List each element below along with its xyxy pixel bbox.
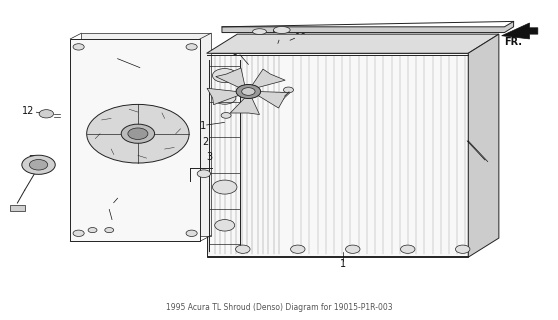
- Bar: [9, 205, 25, 211]
- Text: 10: 10: [295, 33, 307, 43]
- Circle shape: [213, 68, 237, 83]
- Text: 13: 13: [274, 92, 286, 102]
- Text: 7: 7: [28, 155, 35, 165]
- Text: FR.: FR.: [504, 37, 522, 47]
- Bar: [206, 53, 468, 257]
- Circle shape: [345, 245, 360, 253]
- Circle shape: [283, 87, 294, 93]
- Text: 8: 8: [104, 217, 110, 227]
- Polygon shape: [257, 92, 290, 108]
- Circle shape: [213, 180, 237, 194]
- Polygon shape: [502, 23, 538, 39]
- Polygon shape: [207, 88, 239, 105]
- Text: 1: 1: [340, 259, 346, 268]
- Ellipse shape: [253, 29, 267, 35]
- Polygon shape: [468, 34, 499, 257]
- Circle shape: [214, 92, 236, 104]
- Polygon shape: [222, 21, 513, 33]
- Circle shape: [128, 128, 148, 140]
- Circle shape: [186, 230, 197, 236]
- Circle shape: [105, 228, 114, 233]
- Polygon shape: [216, 68, 245, 88]
- Circle shape: [73, 230, 84, 236]
- Circle shape: [236, 84, 261, 99]
- Text: 2: 2: [203, 137, 209, 147]
- Bar: [70, 39, 200, 241]
- Circle shape: [86, 104, 189, 163]
- Circle shape: [39, 110, 54, 118]
- Ellipse shape: [273, 27, 290, 34]
- Text: 3: 3: [206, 152, 213, 162]
- Circle shape: [235, 245, 250, 253]
- Polygon shape: [206, 34, 499, 53]
- Circle shape: [22, 155, 55, 174]
- Text: 11: 11: [103, 200, 116, 210]
- Circle shape: [401, 245, 415, 253]
- Text: 1995 Acura TL Shroud (Denso) Diagram for 19015-P1R-003: 1995 Acura TL Shroud (Denso) Diagram for…: [166, 303, 392, 312]
- Circle shape: [242, 88, 255, 95]
- Text: 12: 12: [22, 106, 35, 116]
- Circle shape: [30, 160, 48, 170]
- Circle shape: [186, 44, 197, 50]
- Text: 9: 9: [271, 35, 277, 45]
- Circle shape: [73, 44, 84, 50]
- Polygon shape: [81, 33, 211, 236]
- Circle shape: [455, 245, 470, 253]
- Text: 6: 6: [232, 47, 238, 57]
- Circle shape: [197, 170, 210, 178]
- Circle shape: [121, 124, 155, 143]
- Circle shape: [221, 113, 231, 118]
- Circle shape: [88, 228, 97, 233]
- Circle shape: [291, 245, 305, 253]
- Text: 5: 5: [108, 52, 114, 61]
- Polygon shape: [230, 98, 259, 115]
- Text: 4: 4: [489, 158, 495, 168]
- Text: 11: 11: [195, 121, 207, 131]
- Polygon shape: [252, 69, 285, 88]
- Circle shape: [215, 220, 235, 231]
